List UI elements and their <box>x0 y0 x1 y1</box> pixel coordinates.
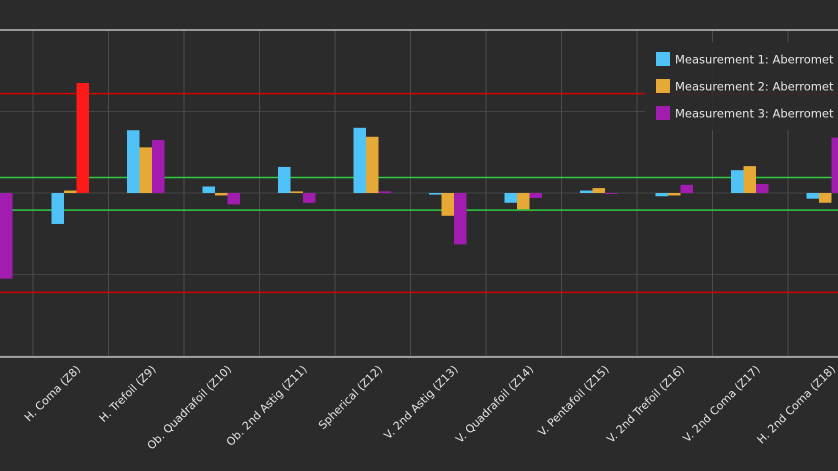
bar <box>215 193 228 196</box>
bar <box>127 130 140 193</box>
bar <box>831 137 838 193</box>
bar <box>227 193 240 205</box>
bar <box>152 140 165 193</box>
bar <box>51 193 64 224</box>
bar <box>731 170 744 193</box>
bar <box>668 193 681 196</box>
bar <box>64 190 77 193</box>
plot-frame <box>0 29 838 358</box>
bar <box>454 193 467 245</box>
bar <box>819 193 832 203</box>
bar <box>429 193 442 195</box>
legend-entry: Measurement 3: Aberromet <box>675 107 834 121</box>
bar <box>366 136 379 193</box>
bar <box>680 184 693 193</box>
bar <box>278 166 291 193</box>
bar <box>441 193 454 216</box>
legend: Measurement 1: Aberromet Measurement 2: A… <box>645 42 838 130</box>
bar <box>378 191 391 193</box>
bar <box>580 190 593 193</box>
legend-swatch <box>656 106 670 120</box>
bar <box>290 191 303 193</box>
bar <box>743 166 756 193</box>
legend-entry: Measurement 1: Aberromet <box>675 53 834 67</box>
bar <box>756 184 769 193</box>
bar <box>504 193 517 203</box>
bar <box>605 193 618 194</box>
bar-marks <box>0 82 838 279</box>
bar <box>806 193 819 199</box>
legend-swatch <box>656 52 670 66</box>
legend-background <box>645 42 838 130</box>
bar <box>592 188 605 193</box>
legend-entry: Measurement 2: Aberromet <box>675 80 834 94</box>
bar <box>529 193 542 198</box>
bar <box>139 147 152 193</box>
bar <box>517 193 530 210</box>
bar <box>0 193 13 279</box>
legend-swatch <box>656 79 670 93</box>
bar <box>202 186 215 193</box>
bar <box>353 127 366 193</box>
bar <box>303 193 316 203</box>
bar <box>655 193 668 197</box>
bar <box>76 82 89 193</box>
